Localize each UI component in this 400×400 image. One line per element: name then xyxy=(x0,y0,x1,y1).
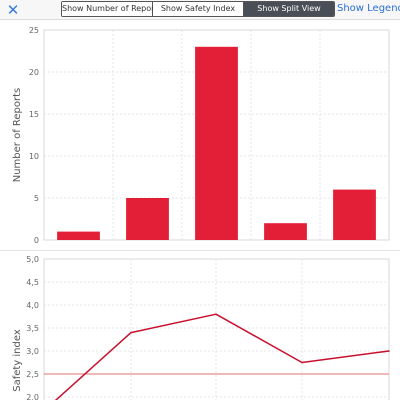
data-point xyxy=(130,331,132,334)
bar xyxy=(195,46,238,240)
y-tick-label: 5 xyxy=(34,194,39,203)
x-tick-label: aug 14 xyxy=(272,247,300,248)
view-segmented-control: Show Number of Reports Show Safety Index… xyxy=(61,1,335,17)
y-tick-label: 25 xyxy=(29,26,39,35)
bar xyxy=(264,223,307,240)
y-tick-label: 4,0 xyxy=(26,301,39,310)
bar xyxy=(333,189,376,240)
show-safety-index-button[interactable]: Show Safety Index xyxy=(153,2,244,16)
y-tick-label: 4,5 xyxy=(26,278,39,287)
x-tick-label: jul 14 xyxy=(204,247,227,248)
y-tick-label: 20 xyxy=(29,68,39,77)
data-point xyxy=(388,350,390,352)
x-tick-label: maj 14 xyxy=(65,247,93,248)
y-tick-label: 3,0 xyxy=(26,347,39,356)
data-point xyxy=(301,361,303,364)
show-number-of-reports-button[interactable]: Show Number of Reports xyxy=(62,2,162,16)
y-tick-label: 0 xyxy=(34,236,39,245)
y-tick-label: 5,0 xyxy=(26,255,39,264)
bar xyxy=(57,231,100,240)
close-icon[interactable]: ✕ xyxy=(6,1,20,19)
y-axis-title: Number of Reports xyxy=(12,88,23,183)
reports-bar-chart: 0 5 10 15 20 25 maj 14 jun 14 jul 14 aug 14 sep 14… xyxy=(12,26,390,248)
y-axis-title: Safety index xyxy=(12,329,23,392)
y-tick-label: 3,5 xyxy=(26,324,39,333)
show-legend-link[interactable]: Show Legend xyxy=(337,3,400,14)
y-tick-label: 10 xyxy=(29,152,39,161)
safety-index-line-chart: 2,0 2,5 3,0 3,5 4,0 4,5 5,0 Safety index xyxy=(12,255,390,400)
bar xyxy=(126,198,169,240)
toolbar: ✕ Show Number of Reports Show Safety Ind… xyxy=(0,0,400,20)
y-tick-label: 2,5 xyxy=(26,370,39,379)
show-split-view-button[interactable]: Show Split View xyxy=(244,2,334,16)
y-tick-label: 2,0 xyxy=(26,393,39,400)
x-tick-label: jun 14 xyxy=(134,247,160,248)
y-tick-label: 15 xyxy=(29,110,39,119)
chart-divider xyxy=(0,250,400,251)
x-tick-label: sep 14 xyxy=(341,247,368,248)
data-point xyxy=(215,313,217,315)
